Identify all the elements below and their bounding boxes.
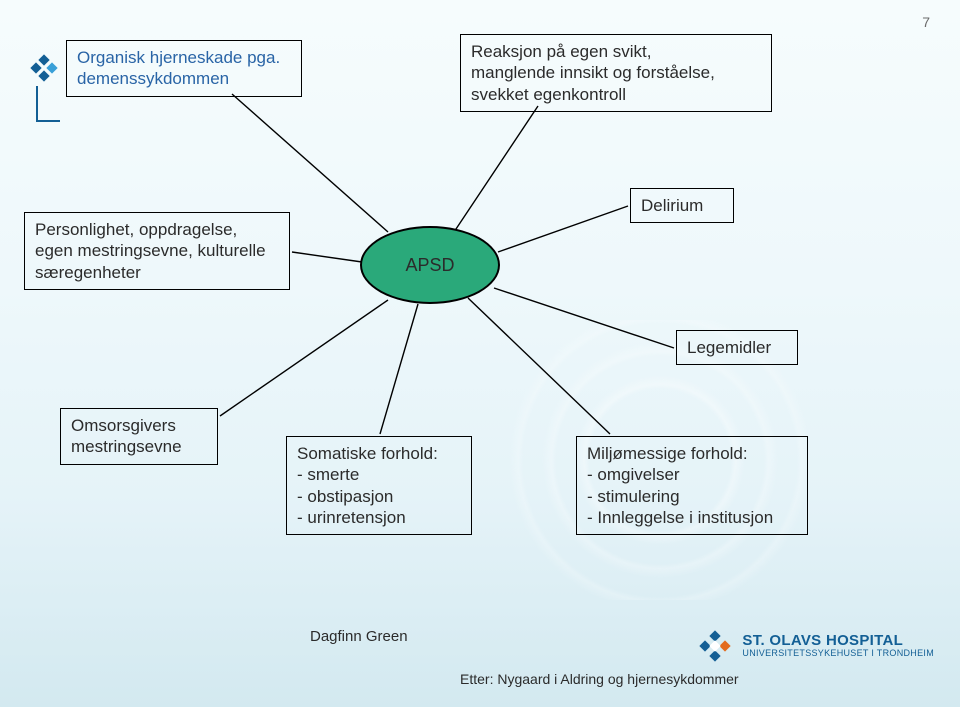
box-btmright: Miljømessige forhold:- omgivelser- stimu…	[576, 436, 808, 535]
box-leftmid: Personlighet, oppdragelse,egen mestrings…	[24, 212, 290, 290]
logo-line2: UNIVERSITETSSYKEHUSET I TRONDHEIM	[742, 649, 934, 658]
hospital-logo-icon	[698, 629, 732, 663]
center-node: APSD	[360, 226, 500, 304]
box-btmleft: Omsorsgiversmestringsevne	[60, 408, 218, 465]
box-topleft: Organisk hjerneskade pga.demenssykdommen	[66, 40, 302, 97]
hospital-logo: ST. OLAVS HOSPITAL UNIVERSITETSSYKEHUSET…	[698, 629, 934, 663]
bullet-marker-icon	[30, 54, 58, 82]
box-btmcenter: Somatiske forhold:- smerte- obstipasjon-…	[286, 436, 472, 535]
page-number: 7	[922, 14, 930, 30]
logo-line1: ST. OLAVS HOSPITAL	[742, 633, 934, 649]
center-node-label: APSD	[405, 255, 454, 276]
footer-author: Dagfinn Green	[310, 628, 408, 645]
bullet-connector	[36, 86, 38, 120]
box-legemidler: Legemidler	[676, 330, 798, 365]
box-delirium: Delirium	[630, 188, 734, 223]
footer-source: Etter: Nygaard i Aldring og hjernesykdom…	[460, 671, 739, 687]
box-topright: Reaksjon på egen svikt,manglende innsikt…	[460, 34, 772, 112]
